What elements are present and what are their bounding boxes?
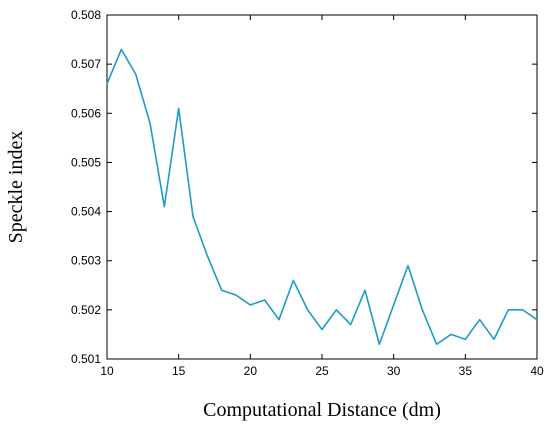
y-tick-label: 0.501 xyxy=(71,352,101,366)
y-tick-label: 0.507 xyxy=(71,57,101,71)
x-tick-label: 20 xyxy=(244,364,258,378)
series-line xyxy=(106,48,538,346)
y-axis-title: Speckle index xyxy=(5,131,27,244)
y-tick-label: 0.503 xyxy=(71,254,101,268)
plot-area-frame xyxy=(106,14,538,360)
x-tick-label: 25 xyxy=(315,364,329,378)
x-tick-label: 10 xyxy=(100,364,114,378)
y-tick-label: 0.502 xyxy=(71,303,101,317)
y-tick-label: 0.508 xyxy=(71,8,101,22)
x-tick-label: 15 xyxy=(172,364,186,378)
y-tick-label: 0.505 xyxy=(71,155,101,169)
y-axis-ticks: 0.501 0.502 0.503 0.504 0.505 0.506 0.507 0.508 xyxy=(71,8,537,366)
x-axis-title: Computational Distance (dm) xyxy=(203,399,441,421)
y-tick-label: 0.506 xyxy=(71,106,101,120)
x-tick-label: 35 xyxy=(459,364,473,378)
series-layer xyxy=(106,48,538,346)
x-tick-label: 40 xyxy=(530,364,544,378)
x-tick-label: 30 xyxy=(387,364,401,378)
x-axis-ticks: 10 15 20 25 30 35 40 xyxy=(100,15,544,378)
y-tick-label: 0.504 xyxy=(71,205,101,219)
